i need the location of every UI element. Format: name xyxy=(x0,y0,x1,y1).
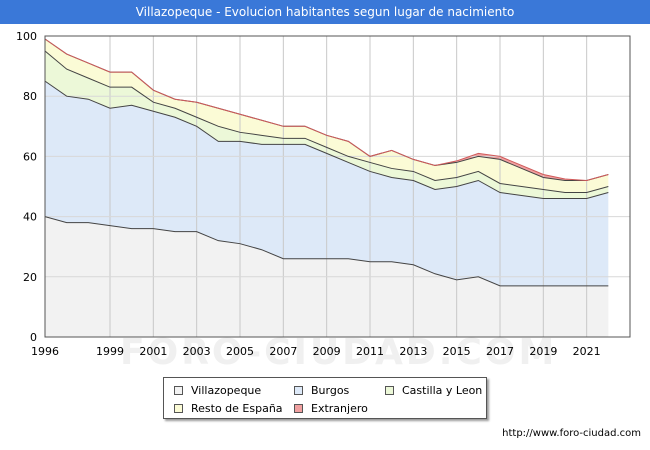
x-tick-label: 2013 xyxy=(399,345,427,358)
legend-label: Extranjero xyxy=(311,402,368,415)
x-tick-label: 1996 xyxy=(31,345,59,358)
chart-title: Villazopeque - Evolucion habitantes segu… xyxy=(135,5,515,19)
x-tick-label: 2009 xyxy=(313,345,341,358)
series-line-villazopeque xyxy=(44,216,609,287)
legend-swatch xyxy=(294,386,303,395)
chart-title-bar: Villazopeque - Evolucion habitantes segu… xyxy=(0,0,650,24)
legend-label: Burgos xyxy=(311,384,350,397)
legend-item-burgos: Burgos xyxy=(294,384,349,397)
x-tick-label: 2011 xyxy=(356,345,384,358)
series-line-burgos xyxy=(44,80,609,200)
x-tick-label: 2001 xyxy=(139,345,167,358)
legend-item-villazopeque: Villazopeque xyxy=(174,384,261,397)
y-tick-label: 100 xyxy=(16,30,37,43)
legend-item-castilla-y-leon: Castilla y Leon xyxy=(385,384,482,397)
x-tick-label: 2017 xyxy=(486,345,514,358)
y-tick-label: 40 xyxy=(23,211,37,224)
legend-swatch xyxy=(385,386,394,395)
x-tick-label: 2003 xyxy=(183,345,211,358)
y-tick-label: 80 xyxy=(23,90,37,103)
series-line-castilla-y-leon xyxy=(44,50,609,194)
watermark-text: FORO-CIUDAD.COM xyxy=(120,332,558,373)
x-tick-label: 2015 xyxy=(443,345,471,358)
legend-item-resto-de-espa-a: Resto de España xyxy=(174,402,283,415)
chart-legend: Villazopeque Burgos Castilla y Leon Resto d… xyxy=(163,377,487,419)
legend-label: Resto de España xyxy=(191,402,283,415)
legend-item-extranjero: Extranjero xyxy=(294,402,368,415)
plot-frame xyxy=(44,35,631,338)
legend-label: Castilla y Leon xyxy=(402,384,483,397)
legend-swatch xyxy=(294,404,303,413)
y-tick-label: 60 xyxy=(23,150,37,163)
series-line-extranjero xyxy=(44,38,609,181)
y-tick-label: 0 xyxy=(30,331,37,344)
x-tick-label: 1999 xyxy=(96,345,124,358)
legend-label: Villazopeque xyxy=(191,384,262,397)
legend-swatch xyxy=(174,404,183,413)
source-url: http://www.foro-ciudad.com xyxy=(502,428,641,439)
y-tick-label: 20 xyxy=(23,271,37,284)
x-tick-label: 2021 xyxy=(573,345,601,358)
x-tick-label: 2019 xyxy=(529,345,557,358)
legend-swatch xyxy=(174,386,183,395)
x-tick-label: 2005 xyxy=(226,345,254,358)
x-tick-label: 2007 xyxy=(269,345,297,358)
